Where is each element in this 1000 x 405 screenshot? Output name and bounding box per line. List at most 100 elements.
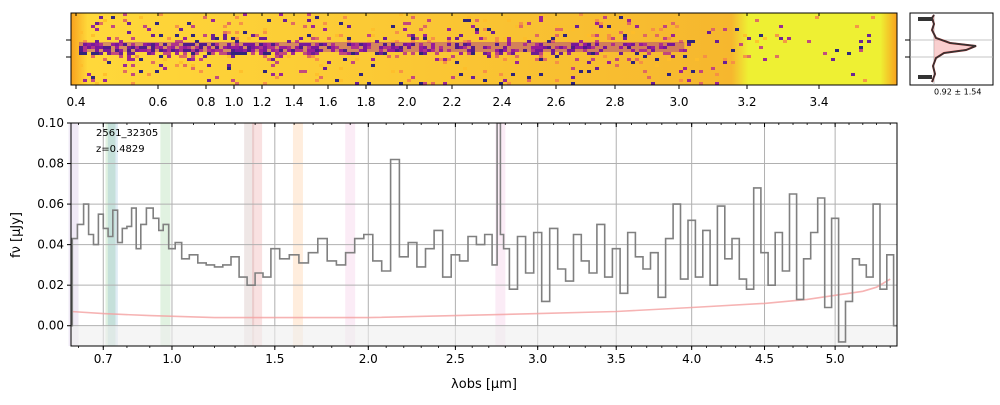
heatmap-cell: [147, 43, 151, 46]
heatmap-cell: [191, 64, 195, 67]
heatmap-cell: [191, 58, 195, 61]
error-series: [70, 278, 891, 319]
heatmap-cell: [687, 40, 691, 43]
heatmap-cell: [823, 52, 827, 55]
heatmap-cell: [343, 49, 347, 52]
heatmap-cell: [503, 46, 507, 49]
heatmap-cell: [747, 55, 751, 58]
object-id-label: 2561_32305: [96, 128, 158, 139]
heatmap-cell: [679, 49, 683, 52]
heatmap-cell: [275, 43, 279, 46]
heatmap-cell: [387, 55, 391, 58]
heatmap-cell: [647, 46, 651, 49]
heatmap-cell: [115, 49, 119, 52]
heatmap-cell: [119, 43, 123, 46]
heatmap-cell: [383, 52, 387, 55]
heatmap-cell: [95, 49, 99, 52]
heatmap-cell: [267, 52, 271, 55]
heatmap-cell: [111, 16, 115, 19]
heatmap-cell: [227, 52, 231, 55]
heatmap-cell: [299, 49, 303, 52]
heatmap-cell: [471, 46, 475, 49]
heatmap-cell: [391, 43, 395, 46]
heatmap-cell: [83, 46, 87, 49]
heatmap-cell: [759, 46, 763, 49]
heatmap-cell: [231, 79, 235, 82]
heatmap-cell: [279, 52, 283, 55]
heatmap-cell: [467, 52, 471, 55]
heatmap-cell: [855, 25, 859, 28]
heatmap-cell: [407, 43, 411, 46]
heatmap-cell: [371, 28, 375, 31]
heatmap-cell: [495, 40, 499, 43]
heatmap-cell: [755, 40, 759, 43]
heatmap-cell: [131, 82, 135, 85]
heatmap-cell: [311, 46, 315, 49]
heatmap-cell: [635, 25, 639, 28]
heatmap-cell: [355, 46, 359, 49]
heatmap-cell: [227, 31, 231, 34]
heatmap-cell: [355, 58, 359, 61]
heatmap-cell: [539, 46, 543, 49]
heatmap-cell: [315, 79, 319, 82]
heatmap-cell: [539, 55, 543, 58]
heatmap-cell: [95, 82, 99, 85]
x-tick-label-5: 3.0: [528, 352, 547, 366]
heatmap-cell: [191, 52, 195, 55]
heatmap-cell: [235, 82, 239, 85]
heatmap-cell: [587, 55, 591, 58]
heatmap-cell: [663, 46, 667, 49]
heatmap-cell: [307, 43, 311, 46]
heatmap-cell: [103, 58, 107, 61]
heatmap-cell: [91, 79, 95, 82]
x-axis-ticks: 0.7 1.0 1.5 2.0 2.5 3.0 3.5 4.0 4.5 5.0: [78, 123, 891, 366]
heatmap-cell: [683, 67, 687, 70]
heatmap-cell: [535, 49, 539, 52]
heatmap-cell: [583, 49, 587, 52]
heatmap-cell: [555, 25, 559, 28]
heatmap-cell: [591, 52, 595, 55]
heatmap-cell: [231, 37, 235, 40]
heatmap-cell: [127, 55, 131, 58]
heatmap-cell: [399, 46, 403, 49]
heatmap-cell: [355, 52, 359, 55]
heatmap-cell: [199, 58, 203, 61]
heatmap-cell: [295, 46, 299, 49]
heatmap-cell: [487, 46, 491, 49]
heatmap-cell: [315, 73, 319, 76]
heatmap-cell: [119, 52, 123, 55]
heatmap-cell: [307, 19, 311, 22]
heatmap-cell: [403, 52, 407, 55]
heatmap-cell: [559, 52, 563, 55]
heatmap-cell: [587, 46, 591, 49]
heatmap-cell: [251, 52, 255, 55]
heatmap-cell: [447, 37, 451, 40]
heatmap-cell: [555, 79, 559, 82]
heatmap-cell: [451, 76, 455, 79]
heatmap-cell: [115, 46, 119, 49]
heatmap-cell: [199, 46, 203, 49]
heatmap-cell: [151, 46, 155, 49]
heatmap-cell: [755, 19, 759, 22]
heatmap-cell: [571, 82, 575, 85]
heatmap-cell: [763, 58, 767, 61]
heatmap-cell: [239, 52, 243, 55]
heatmap-cell: [367, 40, 371, 43]
heatmap-cell: [419, 52, 423, 55]
heatmap-cell: [315, 49, 319, 52]
heatmap-cell: [699, 82, 703, 85]
heatmap-cell: [551, 37, 555, 40]
heatmap-cell: [187, 49, 191, 52]
heatmap-cell: [507, 40, 511, 43]
heatmap-cell: [231, 52, 235, 55]
heatmap-cell: [187, 58, 191, 61]
heatmap-cell: [95, 22, 99, 25]
heatmap-cell: [391, 70, 395, 73]
flux-series: [71, 123, 897, 343]
heatmap-cell: [343, 16, 347, 19]
heatmap-cell: [359, 73, 363, 76]
heatmap-cell: [655, 34, 659, 37]
heatmap-cell: [151, 61, 155, 64]
heatmap-cell: [235, 37, 239, 40]
